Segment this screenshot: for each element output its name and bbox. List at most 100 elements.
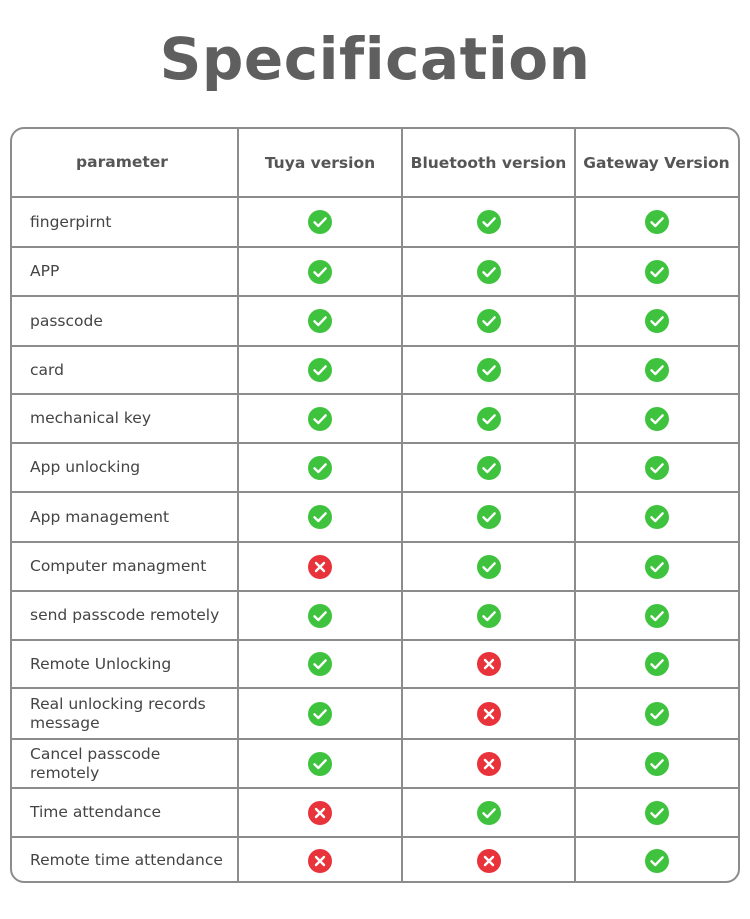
cell-tuya [238, 395, 402, 442]
row-label: App management [30, 507, 170, 526]
row-label: Real unlocking records message [30, 694, 206, 732]
cell-bluetooth [402, 248, 575, 295]
cell-bluetooth [402, 297, 575, 345]
cross-icon [476, 848, 501, 873]
cell-tuya [238, 444, 402, 491]
check-icon [644, 751, 669, 776]
check-icon [308, 259, 332, 284]
cell-bluetooth [402, 444, 575, 491]
row-label: App unlocking [30, 458, 141, 476]
check-icon [476, 554, 501, 579]
check-icon [476, 603, 501, 628]
row-label: mechanical key [30, 409, 151, 427]
cell-gateway [575, 347, 738, 393]
row-label: Remote Unlocking [30, 654, 172, 673]
column-divider [237, 129, 239, 881]
table-row: send passcode remotely [12, 592, 738, 641]
cross-icon [476, 751, 501, 776]
cell-tuya [238, 789, 402, 836]
row-label: Remote time attendance [30, 851, 223, 869]
check-icon [644, 309, 669, 333]
cell-gateway [575, 740, 738, 787]
cell-tuya [238, 689, 402, 738]
row-label: fingerpirnt [30, 212, 112, 231]
check-icon [476, 455, 501, 480]
header-tuya-version: Tuya version [264, 153, 376, 172]
cell-tuya [238, 493, 402, 541]
check-icon [308, 309, 332, 333]
check-icon [644, 455, 669, 480]
row-label: Cancel passcode remotely [30, 744, 161, 782]
check-icon [308, 603, 332, 628]
cell-tuya [238, 740, 402, 787]
cell-gateway [575, 444, 738, 491]
check-icon [644, 554, 669, 579]
cell-bluetooth [402, 198, 575, 246]
table-header-row: parameter Tuya version Bluetooth version… [12, 129, 738, 198]
cross-icon [476, 652, 501, 676]
check-icon [644, 701, 669, 726]
table-grid: parameter Tuya version Bluetooth version… [12, 129, 738, 881]
cell-bluetooth [402, 641, 575, 687]
table-row: Cancel passcode remotely [12, 740, 738, 789]
page-title: Specification [159, 25, 591, 93]
table-row: App unlocking [12, 444, 738, 493]
check-icon [644, 603, 669, 628]
cell-tuya [238, 543, 402, 590]
check-icon [644, 406, 669, 431]
cell-bluetooth [402, 740, 575, 787]
column-divider [574, 129, 576, 881]
cell-tuya [238, 838, 402, 881]
cell-gateway [575, 838, 738, 881]
check-icon [644, 848, 669, 873]
cell-bluetooth [402, 347, 575, 393]
cell-bluetooth [402, 592, 575, 639]
table-row: passcode [12, 297, 738, 347]
cell-bluetooth [402, 689, 575, 738]
row-label: Time attendance [30, 803, 162, 821]
cell-gateway [575, 198, 738, 246]
table-row: APP [12, 248, 738, 297]
row-label: card [30, 360, 64, 379]
cell-bluetooth [402, 789, 575, 836]
cross-icon [308, 800, 332, 825]
cell-tuya [238, 198, 402, 246]
cell-tuya [238, 248, 402, 295]
check-icon [644, 259, 669, 284]
cell-bluetooth [402, 543, 575, 590]
check-icon [476, 259, 501, 284]
table-row: mechanical key [12, 395, 738, 444]
check-icon [476, 309, 501, 333]
check-icon [476, 505, 501, 529]
cell-gateway [575, 592, 738, 639]
cell-gateway [575, 395, 738, 442]
check-icon [308, 406, 332, 431]
row-label: APP [30, 262, 60, 280]
check-icon [308, 505, 332, 529]
check-icon [476, 406, 501, 431]
header-parameter: parameter [76, 153, 168, 171]
check-icon [644, 800, 669, 825]
check-icon [308, 652, 332, 676]
table-row: fingerpirnt [12, 198, 738, 248]
header-bluetooth-version: Bluetooth version [410, 153, 567, 172]
cell-gateway [575, 689, 738, 738]
table-row: Real unlocking records message [12, 689, 738, 740]
cross-icon [308, 554, 332, 579]
cross-icon [476, 701, 501, 726]
cell-tuya [238, 297, 402, 345]
row-label: Computer managment [30, 557, 207, 575]
check-icon [644, 358, 669, 382]
check-icon [644, 505, 669, 529]
cell-gateway [575, 543, 738, 590]
cell-bluetooth [402, 493, 575, 541]
check-icon [476, 358, 501, 382]
cell-tuya [238, 641, 402, 687]
table-row: card [12, 347, 738, 395]
row-label: send passcode remotely [30, 606, 220, 624]
cell-tuya [238, 592, 402, 639]
cell-bluetooth [402, 395, 575, 442]
header-gateway-version: Gateway Version [583, 153, 730, 172]
table-row: Remote time attendance [12, 838, 738, 881]
check-icon [308, 210, 332, 234]
